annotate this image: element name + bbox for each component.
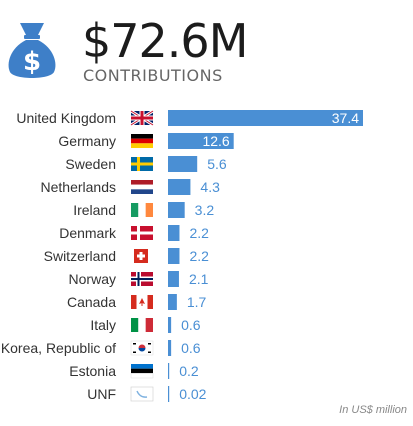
- chart-row: Italy 0.6: [90, 317, 201, 333]
- header: $ $72.6M CONTRIBUTIONS: [0, 0, 413, 100]
- bar: [168, 133, 234, 149]
- chart-row: Sweden 5.6: [65, 156, 227, 172]
- svg-text:$: $: [23, 47, 41, 77]
- category-label: Netherlands: [41, 179, 117, 195]
- chart-row: Netherlands 4.3: [41, 179, 220, 195]
- category-label: Estonia: [69, 363, 116, 379]
- category-label: Canada: [67, 294, 116, 310]
- bar: [168, 225, 180, 241]
- no-flag-icon: [131, 272, 153, 286]
- category-label: Norway: [69, 271, 116, 287]
- category-label: Switzerland: [44, 248, 116, 264]
- value-label: 3.2: [195, 202, 215, 218]
- value-label: 5.6: [207, 156, 227, 172]
- ch-flag-icon: [134, 249, 148, 263]
- bar: [168, 340, 172, 356]
- unit-note: In US$ million: [339, 404, 407, 416]
- category-label: UNF: [87, 386, 116, 402]
- nl-flag-icon: [131, 180, 153, 194]
- bar: [168, 386, 170, 402]
- chart-row: Denmark 2.2: [59, 225, 209, 241]
- category-label: Germany: [58, 133, 116, 149]
- category-label: Denmark: [59, 225, 117, 241]
- dk-flag-icon: [131, 226, 153, 240]
- value-label: 0.6: [181, 317, 201, 333]
- de-flag-icon: [131, 134, 153, 148]
- value-label: 4.3: [200, 179, 220, 195]
- chart-row: Estonia 0.2: [69, 363, 199, 379]
- value-label: 1.7: [187, 294, 207, 310]
- chart-row: Switzerland 2.2: [44, 248, 209, 264]
- bar: [168, 156, 198, 172]
- bar: [168, 248, 180, 264]
- value-label: 0.2: [179, 363, 199, 379]
- total-amount: $72.6M: [82, 14, 248, 68]
- chart-row: Canada 1.7: [67, 294, 207, 310]
- ie-flag-icon: [131, 203, 153, 217]
- ca-flag-icon: [131, 295, 153, 309]
- chart-row: United Kingdom 37.4: [16, 109, 363, 127]
- category-label: Sweden: [65, 156, 116, 172]
- bar: [168, 363, 170, 379]
- chart-row: Ireland 3.2: [73, 202, 214, 218]
- se-flag-icon: [131, 157, 153, 171]
- bar: [168, 179, 191, 195]
- ee-flag-icon: [130, 364, 154, 379]
- value-label: 37.4: [332, 110, 359, 126]
- value-label: 0.02: [179, 386, 206, 402]
- category-label: Korea, Republic of: [1, 340, 116, 356]
- chart-row: Norway 2.1: [69, 271, 209, 287]
- bar: [168, 271, 179, 287]
- value-label: 12.6: [202, 133, 229, 149]
- bar: [168, 110, 363, 126]
- kr-flag-icon: [130, 340, 154, 356]
- value-label: 0.6: [181, 340, 201, 356]
- chart-row: Korea, Republic of 0.6: [1, 340, 201, 356]
- chart-row: Germany 12.6: [58, 133, 234, 149]
- category-label: United Kingdom: [16, 110, 116, 126]
- category-label: Ireland: [73, 202, 116, 218]
- bar: [168, 317, 172, 333]
- contributions-label: CONTRIBUTIONS: [83, 66, 223, 85]
- category-label: Italy: [90, 317, 116, 333]
- bar: [168, 202, 185, 218]
- uk-flag-icon: [130, 109, 154, 127]
- money-bag-icon: $: [8, 23, 56, 78]
- value-label: 2.2: [189, 248, 209, 264]
- value-label: 2.1: [189, 271, 209, 287]
- value-label: 2.2: [189, 225, 209, 241]
- it-flag-icon: [131, 318, 153, 332]
- unf-flag-icon: [130, 386, 154, 402]
- chart-row: UNF 0.02: [87, 386, 207, 402]
- bar: [168, 294, 177, 310]
